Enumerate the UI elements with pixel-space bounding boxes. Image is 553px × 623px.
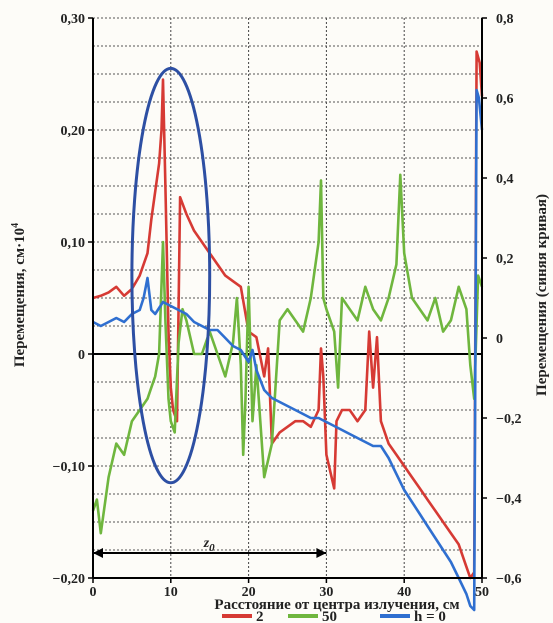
series-line-2 [92, 88, 484, 612]
z0-arrow-head-right [316, 548, 327, 558]
y-right-tick-label-6: −0,4 [496, 492, 521, 507]
y-left-tick-label-3: 0 [78, 348, 85, 363]
y-right-tick-label-7: −0,6 [496, 572, 521, 587]
z0-label-subscript: 0 [209, 542, 215, 554]
ellipse-layer [130, 66, 212, 485]
y-left-tick-label-5: −0,20 [53, 572, 85, 587]
x-tick-label-2: 20 [242, 585, 256, 600]
grid [92, 17, 483, 579]
x-axis-title: Расстояние от центра излучения, см [214, 597, 459, 613]
y-right-tick-label-5: −0,2 [496, 412, 521, 427]
y-right-tick-label-3: 0,2 [496, 252, 514, 267]
annotation-layer: z0 [93, 536, 327, 558]
y-left-tick-label-0: 0,30 [61, 12, 86, 27]
ticks-layer: 0 10 20 30 40 500,300,200,100−0,10−0,200,80,6… [53, 12, 522, 600]
z0-label-main: z [203, 536, 210, 551]
x-tick-label-4: 40 [397, 585, 411, 600]
right-y-axis-title: Перемещения (синяя кривая) [534, 194, 550, 396]
y-right-tick-label-0: 0,8 [496, 12, 514, 27]
legend: 2 50 h = 0 [222, 609, 446, 623]
x-tick-label-0: 0 [90, 585, 97, 600]
y-left-tick-label-1: 0,20 [61, 124, 86, 139]
series-line-0 [92, 50, 484, 580]
z0-label: z0 [203, 536, 215, 554]
z0-arrow-head-left [93, 548, 103, 558]
left-y-axis-title-main: Перемещения, см·10 [12, 228, 28, 367]
x-tick-label-5: 50 [475, 585, 489, 600]
axes-layer [92, 18, 483, 579]
left-y-axis-title: Перемещения, см·104 [10, 223, 28, 367]
series-line-1 [91, 173, 484, 535]
x-tick-label-3: 30 [319, 585, 333, 600]
legend-label-1: 50 [322, 609, 337, 623]
y-left-tick-label-2: 0,10 [61, 236, 86, 251]
y-left-tick-label-4: −0,10 [53, 460, 85, 475]
y-right-tick-label-2: 0,4 [496, 172, 514, 187]
legend-label-0: 2 [256, 609, 264, 623]
highlight-ellipse [130, 66, 212, 485]
x-tick-label-1: 10 [164, 585, 178, 600]
y-right-tick-label-4: 0 [496, 332, 503, 347]
legend-label-2: h = 0 [414, 609, 446, 623]
y-right-tick-label-1: 0,6 [496, 92, 514, 107]
left-y-axis-title-superscript: 4 [10, 223, 21, 228]
series-layer [91, 50, 484, 612]
